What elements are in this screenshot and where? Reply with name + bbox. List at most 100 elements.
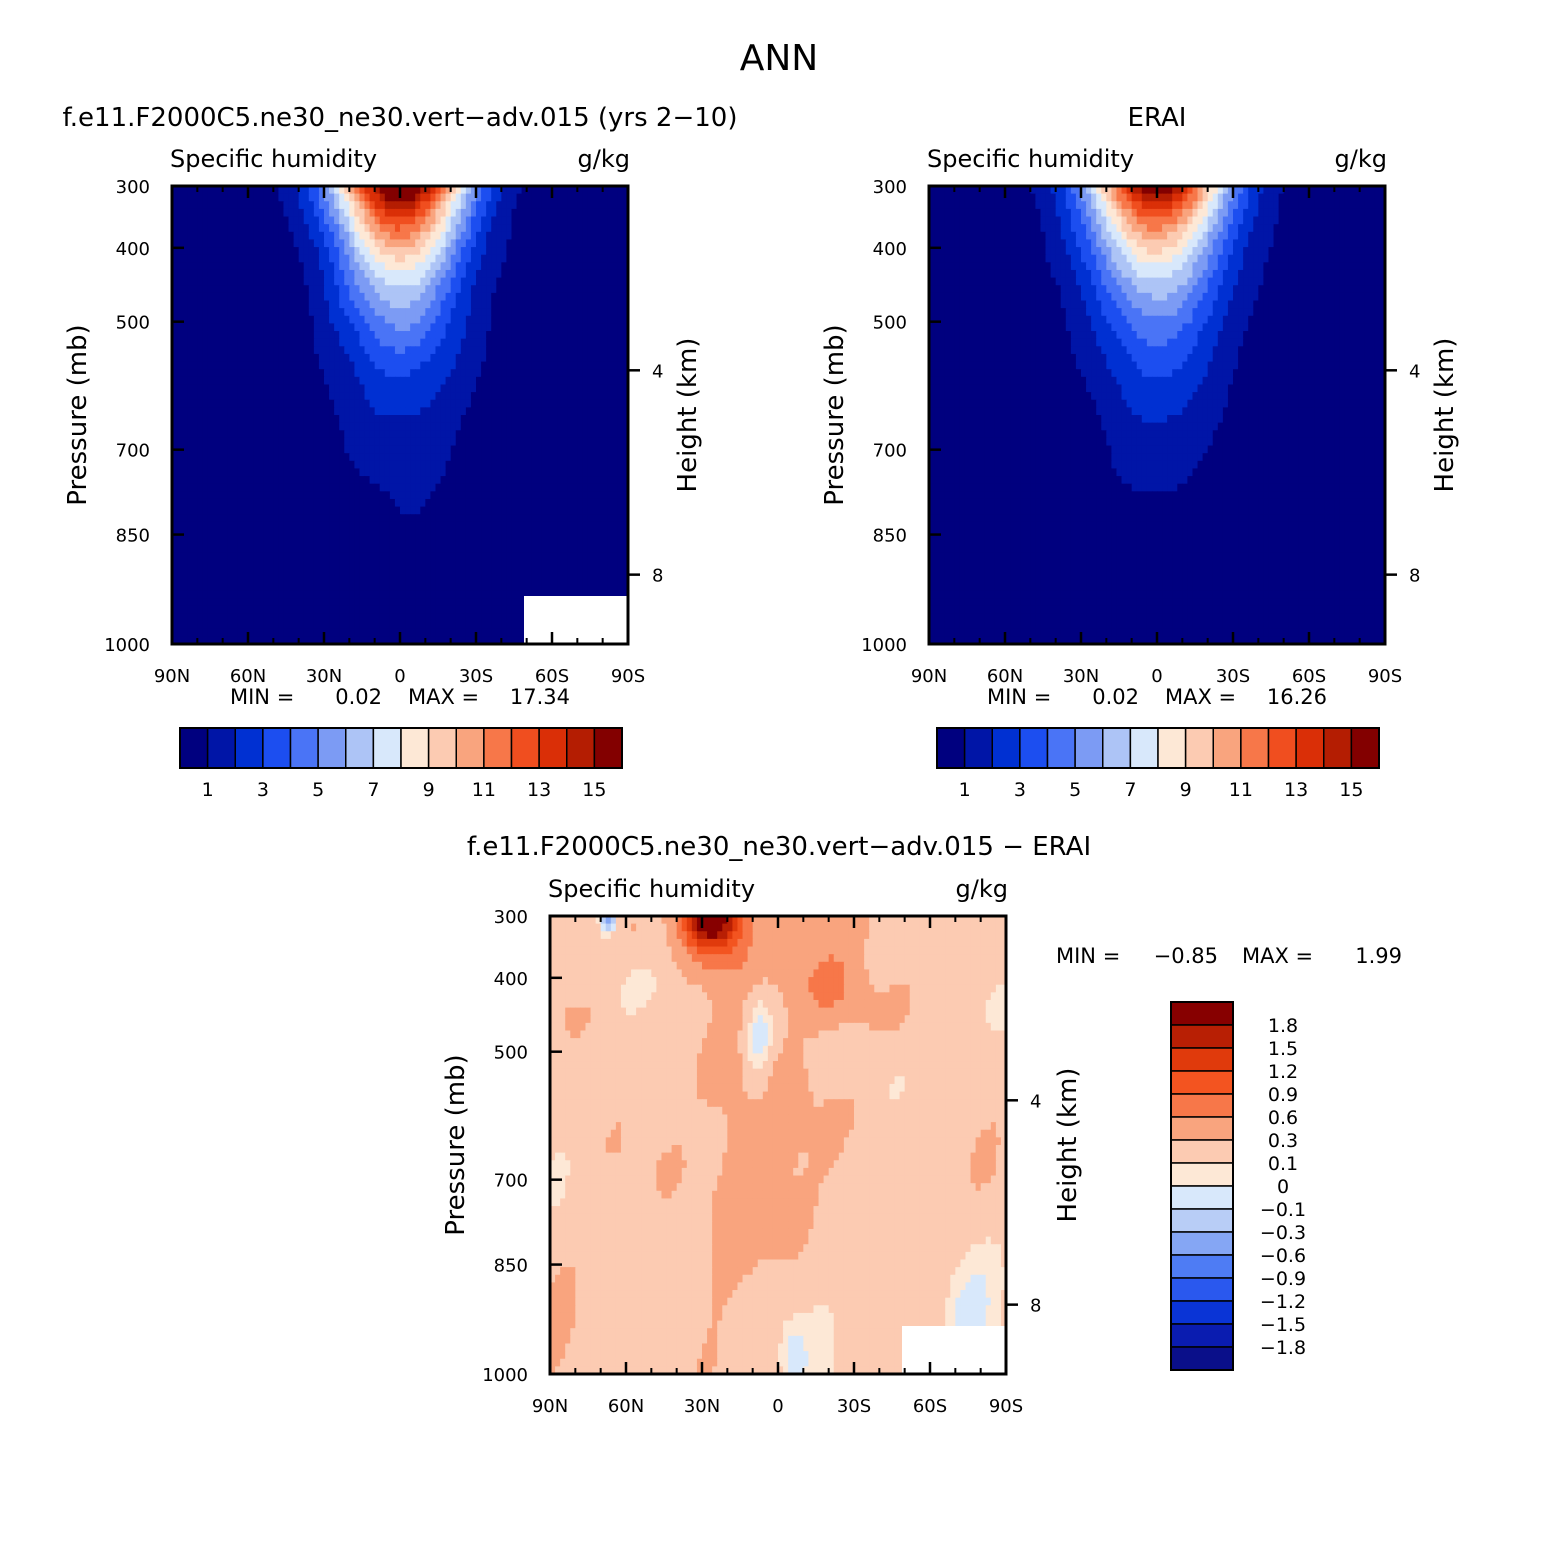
model-cell: [303, 315, 310, 324]
model-cell: [410, 338, 416, 347]
model-cell: [212, 514, 219, 523]
model-cell: [481, 575, 487, 584]
model-cell: [592, 208, 599, 218]
model-cell: [258, 537, 264, 546]
model-cell: [587, 315, 594, 324]
model-cell: [562, 422, 568, 431]
model-cell: [415, 338, 421, 347]
model-cell: [278, 254, 285, 263]
model-cell: [288, 369, 295, 378]
model-cell: [263, 407, 269, 416]
model-cell: [278, 498, 285, 508]
model-cell: [430, 216, 437, 225]
model-cell: [258, 476, 264, 485]
model-cell: [298, 430, 305, 439]
model-cell: [394, 338, 401, 347]
model-cell: [435, 369, 442, 378]
model-cell: [379, 445, 386, 454]
model-cell: [506, 498, 513, 508]
model-cell: [172, 590, 178, 599]
model-cell: [349, 254, 355, 263]
model-cell: [541, 430, 548, 439]
model-cell: [521, 247, 528, 256]
model-cell: [394, 308, 401, 317]
model-cell: [303, 292, 310, 302]
model-cell: [334, 308, 340, 317]
model-cell: [562, 331, 568, 340]
model-cell: [303, 269, 310, 279]
model-cell: [278, 415, 285, 424]
model-cell: [349, 544, 355, 553]
model-cell: [612, 361, 619, 370]
model-cell: [552, 476, 558, 485]
model-cell: [283, 208, 290, 218]
model-cell: [597, 277, 604, 286]
model-cell: [344, 292, 350, 302]
model-cell: [536, 193, 543, 202]
model-cell: [486, 498, 492, 508]
model-cell: [486, 315, 492, 324]
model-cell: [303, 201, 310, 210]
model-cell: [177, 537, 183, 546]
model-cell: [283, 521, 290, 531]
model-cell: [258, 582, 264, 592]
model-cell: [511, 582, 518, 592]
model-cell: [384, 498, 391, 508]
model-cell: [491, 590, 497, 599]
model-cell: [496, 369, 502, 378]
model-cell: [470, 476, 477, 485]
model-cell: [562, 300, 568, 309]
model-cell: [612, 483, 619, 492]
model-cell: [197, 521, 203, 531]
model-cell: [364, 552, 371, 561]
model-cell: [182, 292, 188, 302]
model-cell: [217, 231, 224, 241]
model-cell: [242, 369, 249, 378]
model-cell: [491, 338, 497, 347]
model-cell: [567, 567, 573, 576]
model-cell: [435, 521, 442, 531]
model-cell: [237, 247, 244, 256]
model-cell: [293, 285, 300, 294]
model-cell: [217, 285, 224, 294]
model-cell: [187, 239, 193, 248]
model-cell: [324, 208, 330, 218]
model-cell: [313, 216, 320, 225]
model-cell: [293, 590, 300, 599]
model-cell: [445, 590, 452, 599]
model-cell: [541, 483, 548, 492]
model-cell: [217, 269, 224, 279]
model-cell: [389, 445, 396, 454]
model-cell: [278, 575, 285, 584]
model-cell: [339, 331, 345, 340]
model-cell: [516, 193, 523, 202]
model-cell: [288, 567, 295, 576]
model-cell: [440, 247, 447, 256]
model-cell: [486, 353, 492, 363]
model-cell: [197, 292, 203, 302]
model-cell: [612, 308, 619, 317]
model-cell: [334, 590, 340, 599]
model-cell: [293, 437, 300, 447]
model-cell: [455, 407, 462, 416]
model-cell: [420, 537, 426, 546]
model-cell: [445, 476, 452, 485]
model-cell: [293, 422, 300, 431]
model-cell: [470, 338, 477, 347]
model-cell: [430, 186, 437, 195]
model-cell: [248, 407, 254, 416]
model-cell: [187, 186, 193, 195]
model-cell: [501, 590, 507, 599]
model-cell: [308, 437, 315, 447]
model-cell: [268, 315, 274, 324]
model-cell: [420, 254, 426, 263]
model-cell: [283, 582, 290, 592]
model-cell: [369, 239, 376, 248]
model-cell: [541, 353, 548, 363]
model-cell: [318, 399, 325, 408]
model-cell: [237, 567, 244, 576]
model-cell: [202, 346, 209, 355]
model-cell: [506, 575, 513, 584]
model-cell: [344, 285, 350, 294]
model-cell: [501, 376, 507, 386]
